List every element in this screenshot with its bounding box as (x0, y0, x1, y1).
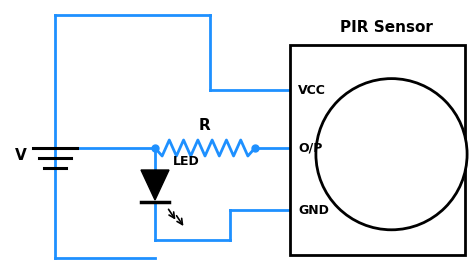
Text: GND: GND (298, 204, 329, 216)
Text: O/P: O/P (298, 141, 322, 155)
Text: LED: LED (173, 155, 200, 168)
Polygon shape (141, 170, 169, 200)
Text: PIR Sensor: PIR Sensor (340, 19, 433, 35)
Circle shape (316, 79, 467, 230)
Text: R: R (199, 118, 211, 133)
Text: VCC: VCC (298, 84, 326, 96)
Text: V: V (15, 149, 27, 164)
Bar (290, 45, 465, 255)
